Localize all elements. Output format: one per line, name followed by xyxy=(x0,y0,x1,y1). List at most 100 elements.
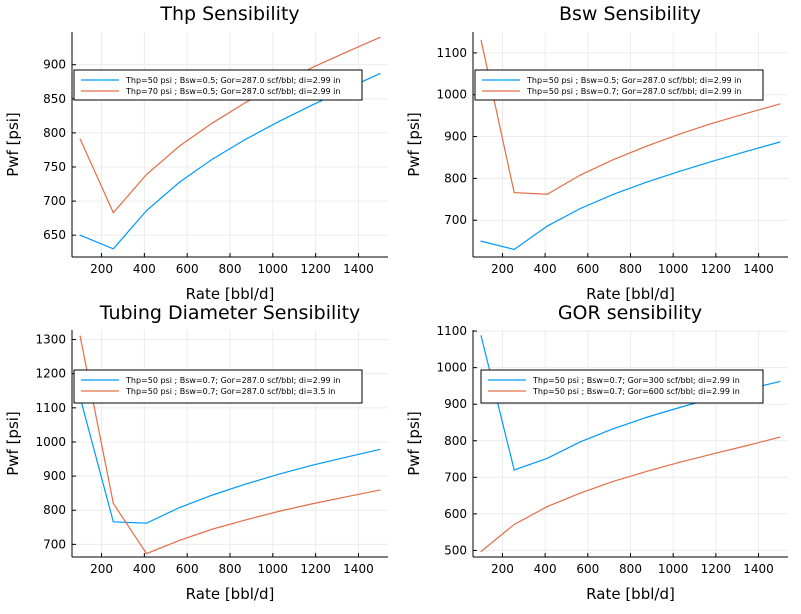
legend-box xyxy=(73,369,363,404)
legend-entry: Thp=50 psi ; Bsw=0.7; Gor=287.0 scf/bbl;… xyxy=(526,87,741,96)
legend: Thp=50 psi ; Bsw=0.5; Gor=287.0 scf/bbl;… xyxy=(73,69,363,101)
data-point xyxy=(79,335,81,337)
data-point xyxy=(579,441,581,443)
data-point xyxy=(645,181,648,183)
x-tick-label: 200 xyxy=(90,262,113,276)
y-tick-label: 1200 xyxy=(35,367,66,381)
y-tick-label: 1000 xyxy=(436,361,467,375)
legend-entry: Thp=50 psi ; Bsw=0.5; Gor=287.0 scf/bbl;… xyxy=(125,76,340,85)
x-tick-label: 800 xyxy=(619,262,642,276)
data-point xyxy=(513,469,515,471)
series-line-1 xyxy=(480,141,781,251)
x-tick-label: 800 xyxy=(219,562,242,576)
data-point xyxy=(379,72,381,75)
x-axis-label: Rate [bbl/d] xyxy=(586,585,675,603)
x-tick-label: 200 xyxy=(491,262,514,276)
data-point xyxy=(278,510,280,512)
data-point xyxy=(379,448,381,451)
data-point xyxy=(179,181,181,183)
chart-title: Bsw Sensibility xyxy=(559,3,701,25)
subplot-2: 200 400 600 800 1000 1200 1400 700 800 900 1000 110… xyxy=(405,3,788,303)
y-tick-label: 800 xyxy=(43,126,66,140)
data-point xyxy=(678,461,681,463)
series-line-2 xyxy=(480,436,781,552)
y-tick-label: 500 xyxy=(444,543,467,557)
series-line-2 xyxy=(79,36,381,214)
y-tick-label: 900 xyxy=(43,58,66,72)
data-point xyxy=(212,494,214,496)
data-point xyxy=(278,120,280,122)
x-tick-label: 1000 xyxy=(258,562,289,576)
y-axis-label: Pwf [psi] xyxy=(405,411,423,476)
data-point xyxy=(779,103,781,105)
data-point xyxy=(112,212,114,214)
x-tick-label: 600 xyxy=(576,262,599,276)
legend-box xyxy=(480,369,764,404)
legend-box xyxy=(73,69,363,101)
data-point xyxy=(245,483,247,485)
y-tick-label: 1000 xyxy=(35,435,66,449)
data-point xyxy=(179,539,181,541)
data-point xyxy=(79,138,81,140)
data-point xyxy=(546,225,548,227)
data-point xyxy=(145,173,148,176)
x-tick-label: 400 xyxy=(133,262,156,276)
data-point xyxy=(245,138,247,140)
y-tick-label: 1000 xyxy=(436,88,467,102)
data-point xyxy=(645,416,648,418)
y-tick-label: 900 xyxy=(444,397,467,411)
x-tick-label: 1000 xyxy=(258,262,289,276)
data-point xyxy=(379,489,381,491)
y-tick-label: 1300 xyxy=(35,333,66,347)
data-point xyxy=(179,506,181,509)
y-tick-label: 650 xyxy=(43,228,66,242)
y-tick-label: 800 xyxy=(43,503,66,517)
data-point xyxy=(145,552,148,555)
data-point xyxy=(112,521,114,523)
data-point xyxy=(513,523,515,526)
data-point xyxy=(179,145,181,147)
chart-title: Thp Sensibility xyxy=(159,3,299,25)
data-point xyxy=(513,248,515,251)
data-point xyxy=(678,170,681,172)
y-tick-label: 800 xyxy=(444,171,467,185)
series-line-2 xyxy=(480,40,781,195)
y-axis-label: Pwf [psi] xyxy=(405,112,423,177)
x-tick-label: 800 xyxy=(619,562,642,576)
y-axis-label: Pwf [psi] xyxy=(4,411,22,476)
subplot-4: 200 400 600 800 1000 1200 1400 500 600 700 800 900 1… xyxy=(405,302,788,603)
x-tick-label: 1200 xyxy=(300,562,331,576)
data-point xyxy=(513,191,515,194)
series-line-1 xyxy=(79,397,380,524)
data-point xyxy=(311,66,314,69)
data-point xyxy=(480,39,482,41)
data-point xyxy=(212,528,214,530)
data-point xyxy=(579,207,581,210)
x-tick-label: 600 xyxy=(576,562,599,576)
data-point xyxy=(712,453,714,455)
data-point xyxy=(278,473,280,475)
data-point xyxy=(245,101,247,103)
data-point xyxy=(345,456,347,458)
data-point xyxy=(79,234,81,236)
legend-entry: Thp=50 psi ; Bsw=0.7; Gor=300 scf/bbl; d… xyxy=(532,376,740,385)
data-point xyxy=(311,503,314,505)
data-point xyxy=(612,480,615,482)
data-point xyxy=(779,380,781,383)
y-tick-label: 800 xyxy=(444,434,467,448)
y-tick-label: 850 xyxy=(43,92,66,106)
data-point xyxy=(311,104,314,106)
y-tick-label: 750 xyxy=(43,160,66,174)
data-point xyxy=(345,51,347,54)
series-line-2 xyxy=(79,336,380,555)
data-point xyxy=(480,335,482,337)
y-tick-label: 1100 xyxy=(436,324,467,338)
x-axis-label: Rate [bbl/d] xyxy=(586,285,675,303)
x-tick-label: 400 xyxy=(534,262,557,276)
data-point xyxy=(678,406,681,409)
x-tick-label: 1000 xyxy=(658,262,689,276)
x-axis-label: Rate [bbl/d] xyxy=(186,585,275,603)
y-tick-label: 700 xyxy=(43,537,66,551)
data-point xyxy=(612,193,615,195)
data-point xyxy=(546,505,548,508)
